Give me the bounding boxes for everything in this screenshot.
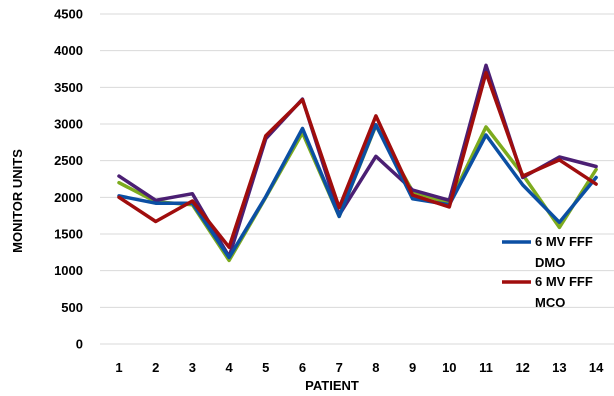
- x-axis-title: PATIENT: [305, 378, 359, 393]
- x-tick-label: 14: [589, 360, 604, 375]
- y-tick-label: 2500: [54, 153, 83, 168]
- x-tick-label: 11: [479, 360, 493, 375]
- x-tick-label: 13: [552, 360, 566, 375]
- series-lines: [117, 63, 598, 263]
- x-tick-label: 2: [152, 360, 159, 375]
- y-tick-label: 2000: [54, 190, 83, 205]
- x-tick-label: 7: [336, 360, 343, 375]
- y-tick-label: 500: [61, 300, 83, 315]
- legend-label-line2: DMO: [535, 255, 565, 270]
- y-tick-label: 1000: [54, 263, 83, 278]
- y-tick-label: 4500: [54, 7, 83, 22]
- legend-label-line2: MCO: [535, 295, 565, 310]
- legend: 6 MV FFF DMO 6 MV FFF MCO: [502, 234, 593, 310]
- x-tick-label: 4: [225, 360, 233, 375]
- x-tick-label: 10: [442, 360, 456, 375]
- legend-label: 6 MV FFF: [535, 234, 593, 249]
- y-tick-label: 0: [76, 337, 83, 352]
- series-line-3: [117, 122, 598, 260]
- y-axis-title: MONITOR UNITS: [10, 149, 25, 253]
- x-tick-label: 5: [262, 360, 269, 375]
- x-tick-label: 6: [299, 360, 306, 375]
- y-tick-label: 4000: [54, 43, 83, 58]
- y-tick-label: 1500: [54, 227, 83, 242]
- x-axis-ticks: 1 2 3 4 5 6 7 8 9 10 11 12 13 14: [115, 360, 604, 375]
- y-tick-label: 3500: [54, 80, 83, 95]
- x-tick-label: 8: [372, 360, 379, 375]
- x-tick-label: 1: [115, 360, 122, 375]
- legend-label: 6 MV FFF: [535, 274, 593, 289]
- x-tick-label: 12: [515, 360, 529, 375]
- y-tick-label: 3000: [54, 117, 83, 132]
- x-tick-label: 9: [409, 360, 416, 375]
- y-axis-ticks: 0 500 1000 1500 2000 2500 3000 3500 4000 4500: [54, 7, 83, 352]
- series-line-4: [117, 70, 598, 249]
- x-tick-label: 3: [189, 360, 196, 375]
